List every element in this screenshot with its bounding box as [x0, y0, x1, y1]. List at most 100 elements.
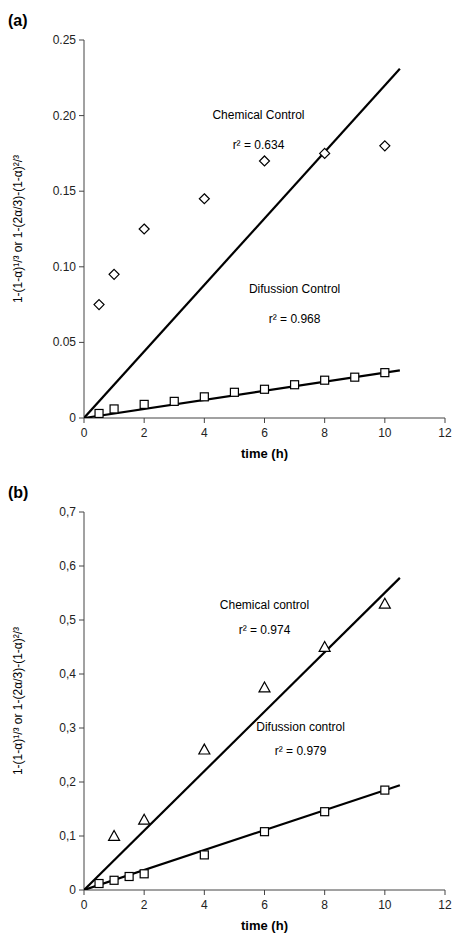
data-point — [320, 148, 330, 158]
x-tick-label: 10 — [378, 898, 392, 912]
x-tick — [324, 418, 325, 423]
x-tick-label: 8 — [321, 426, 328, 440]
annotation: r² = 0.974 — [239, 623, 291, 637]
y-tick — [79, 566, 84, 567]
chart-root: (a)00.050.100.150.200.25024681012time (h… — [0, 0, 459, 944]
y-tick-label: 0.20 — [53, 109, 77, 123]
fit-line — [84, 578, 400, 890]
annotation: Chemical control — [220, 598, 309, 612]
data-point — [260, 156, 270, 166]
plot-area — [84, 69, 400, 418]
x-axis-label: time (h) — [241, 446, 288, 461]
y-tick-label: 0.15 — [53, 184, 77, 198]
x-tick-label: 8 — [321, 898, 328, 912]
x-tick — [264, 890, 265, 895]
x-tick-label: 6 — [261, 426, 268, 440]
fit-line — [84, 785, 400, 890]
y-tick — [79, 342, 84, 343]
panel: (b)00,10,20,30,40,50,60,7024681012time (… — [8, 484, 452, 933]
data-point — [95, 409, 103, 417]
x-tick-label: 12 — [438, 426, 452, 440]
x-tick — [384, 418, 385, 423]
x-tick-label: 12 — [438, 898, 452, 912]
y-tick — [79, 890, 84, 891]
data-point — [140, 870, 148, 878]
y-tick — [79, 418, 84, 419]
x-tick — [445, 418, 446, 423]
data-point — [379, 598, 390, 608]
y-tick-label: 0.10 — [53, 260, 77, 274]
y-tick-label: 0,2 — [59, 775, 76, 789]
fit-line — [84, 370, 400, 418]
x-axis-label: time (h) — [241, 918, 288, 933]
annotation: r² = 0.634 — [233, 138, 285, 152]
panel-label: (b) — [8, 484, 28, 501]
y-tick-label: 0,3 — [59, 721, 76, 735]
data-point — [261, 385, 269, 393]
annotation: r² = 0.968 — [269, 312, 321, 326]
data-point — [110, 876, 118, 884]
y-tick — [79, 115, 84, 116]
y-tick-label: 0,5 — [59, 613, 76, 627]
data-point — [110, 405, 118, 413]
y-tick-label: 0.25 — [53, 33, 77, 47]
y-tick — [79, 191, 84, 192]
background — [0, 0, 459, 944]
y-axis-line — [84, 512, 85, 890]
y-tick-label: 0,7 — [59, 505, 76, 519]
data-point — [140, 400, 148, 408]
x-tick-label: 10 — [378, 426, 392, 440]
x-tick-label: 0 — [81, 898, 88, 912]
data-point — [139, 224, 149, 234]
data-point — [261, 828, 269, 836]
y-tick-label: 0.05 — [53, 335, 77, 349]
y-tick — [79, 620, 84, 621]
data-point — [321, 808, 329, 816]
x-tick — [84, 418, 85, 423]
y-tick — [79, 512, 84, 513]
annotation: Difussion Control — [249, 282, 340, 296]
data-point — [199, 194, 209, 204]
y-tick — [79, 40, 84, 41]
data-point — [380, 141, 390, 151]
data-point — [170, 397, 178, 405]
y-tick — [79, 728, 84, 729]
y-tick-label: 0,1 — [59, 829, 76, 843]
data-point — [381, 786, 389, 794]
x-tick — [384, 890, 385, 895]
x-tick — [204, 890, 205, 895]
panel-label: (a) — [8, 12, 28, 29]
y-tick-label: 0 — [69, 883, 76, 897]
data-point — [319, 642, 330, 652]
annotation: Chemical Control — [212, 108, 304, 122]
data-point — [230, 388, 238, 396]
data-point — [95, 880, 103, 888]
x-tick-label: 4 — [201, 898, 208, 912]
x-tick-label: 4 — [201, 426, 208, 440]
data-point — [200, 851, 208, 859]
y-tick-label: 0,6 — [59, 559, 76, 573]
y-axis-label: 1-(1-α)¹/³ or 1-(2α/3)-(1-α)²/³ — [11, 155, 25, 303]
data-point — [109, 831, 120, 841]
x-tick — [264, 418, 265, 423]
data-point — [259, 682, 270, 692]
annotation: Difussion control — [256, 720, 345, 734]
data-point — [125, 873, 133, 881]
y-tick-label: 0 — [69, 411, 76, 425]
y-axis-label: 1-(1-α)¹/³ or 1-(2α/3)-(1-α)²/³ — [11, 627, 25, 775]
y-tick — [79, 836, 84, 837]
data-point — [200, 393, 208, 401]
plot-area — [84, 578, 400, 890]
data-point — [94, 300, 104, 310]
x-tick — [204, 418, 205, 423]
x-tick-label: 6 — [261, 898, 268, 912]
data-point — [109, 269, 119, 279]
y-tick — [79, 674, 84, 675]
data-point — [139, 814, 150, 824]
panel: (a)00.050.100.150.200.25024681012time (h… — [8, 12, 452, 461]
x-tick — [445, 890, 446, 895]
data-point — [351, 373, 359, 381]
x-tick — [144, 418, 145, 423]
x-tick — [84, 890, 85, 895]
y-tick-label: 0,4 — [59, 667, 76, 681]
